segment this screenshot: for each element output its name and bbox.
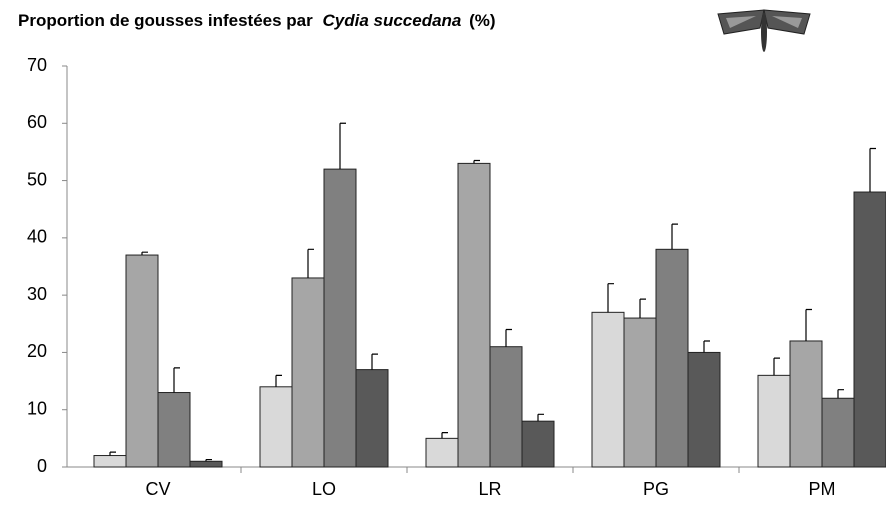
bar — [126, 255, 158, 467]
bar — [790, 341, 822, 467]
title-unit: (%) — [469, 11, 495, 30]
y-tick-label: 50 — [27, 169, 47, 189]
error-bar — [174, 368, 180, 393]
error-bar — [704, 341, 710, 352]
moth-illustration — [718, 10, 810, 52]
error-bar — [506, 330, 512, 347]
y-tick-label: 30 — [27, 284, 47, 304]
y-tick-label: 20 — [27, 341, 47, 361]
error-bar — [340, 123, 346, 169]
error-bar — [838, 390, 844, 399]
error-bar — [608, 284, 614, 313]
bar — [458, 163, 490, 467]
chart-title: Proportion de gousses infestées par Cydi… — [18, 11, 496, 30]
bar — [356, 370, 388, 467]
bar — [822, 398, 854, 467]
error-bar — [806, 309, 812, 341]
error-bar — [538, 414, 544, 421]
bar — [292, 278, 324, 467]
x-tick-label: CV — [145, 479, 170, 499]
error-bar — [870, 148, 876, 192]
chart: Proportion de gousses infestées par Cydi… — [0, 0, 886, 506]
bar — [490, 347, 522, 467]
bar — [158, 393, 190, 467]
error-bar — [640, 299, 646, 318]
error-bar — [308, 249, 314, 278]
x-tick-label: LR — [478, 479, 501, 499]
y-tick-label: 60 — [27, 112, 47, 132]
bar — [656, 249, 688, 467]
bar — [260, 387, 292, 467]
title-species: Cydia succedana — [322, 11, 461, 30]
error-bar — [276, 375, 282, 386]
x-tick-label: LO — [312, 479, 336, 499]
bar — [624, 318, 656, 467]
bar — [522, 421, 554, 467]
error-bar — [442, 433, 448, 439]
x-tick-label: PM — [809, 479, 836, 499]
bar — [592, 312, 624, 467]
error-bar — [110, 452, 116, 455]
bar — [190, 461, 222, 467]
bar — [426, 438, 458, 467]
error-bar — [672, 224, 678, 249]
y-tick-label: 10 — [27, 398, 47, 418]
bar — [854, 192, 886, 467]
bar — [758, 375, 790, 467]
y-tick-label: 40 — [27, 227, 47, 247]
y-tick-label: 70 — [27, 55, 47, 75]
bar — [94, 456, 126, 467]
error-bar — [774, 358, 780, 375]
title-text: Proportion de gousses infestées par — [18, 11, 313, 30]
error-bar — [372, 354, 378, 369]
bar — [324, 169, 356, 467]
y-tick-label: 0 — [37, 456, 47, 476]
bar — [688, 352, 720, 467]
x-tick-label: PG — [643, 479, 669, 499]
